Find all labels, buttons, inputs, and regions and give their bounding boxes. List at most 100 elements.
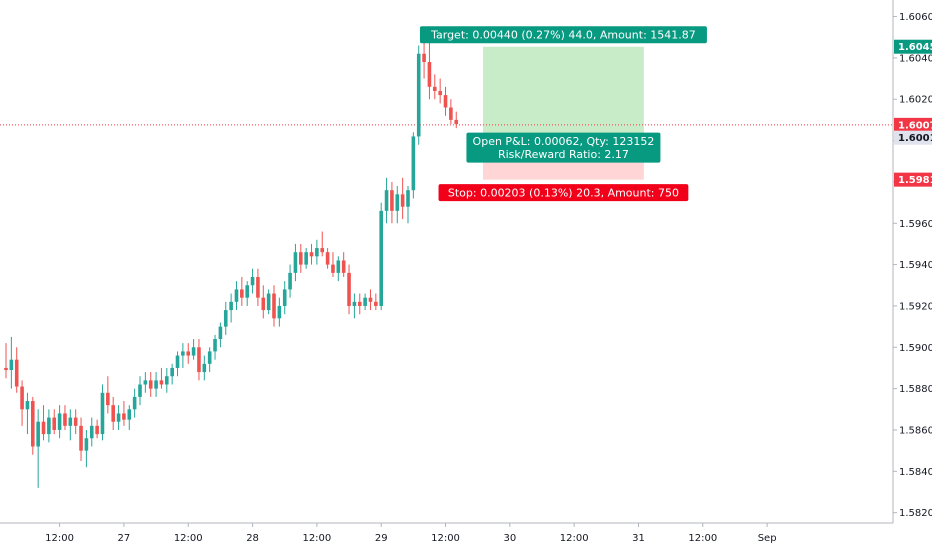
candle-body — [9, 359, 14, 371]
candle-body — [395, 194, 400, 211]
candle-body — [347, 272, 351, 306]
y-tick-label: 1.59200 — [899, 301, 932, 312]
target-label-box — [419, 26, 707, 44]
candle-body — [127, 409, 132, 420]
candle-body — [73, 417, 78, 426]
candle-body — [374, 301, 378, 306]
candle-body — [261, 297, 266, 311]
price-label-box — [894, 172, 932, 187]
candle-body — [52, 417, 57, 430]
x-tick-label: Sep — [758, 533, 777, 544]
candle-body — [132, 396, 137, 410]
target-label-text: Target: 0.00440 (0.27%) 44.0, Amount: 15… — [430, 29, 696, 42]
y-tick-label: 1.59600 — [899, 219, 932, 230]
candle-body — [95, 425, 99, 435]
y-tick-label: 1.58400 — [899, 467, 932, 478]
price-label: 1.60454 — [898, 42, 932, 53]
candle-body — [197, 347, 201, 373]
target-zone — [483, 46, 644, 138]
price-label: 1.60076 — [898, 120, 932, 131]
candle-body — [218, 326, 223, 340]
candle-body — [116, 413, 121, 422]
candle-body — [315, 248, 319, 257]
candle-body — [320, 248, 325, 253]
x-tick-label: 12:00 — [431, 533, 460, 544]
candles — [4, 26, 459, 488]
candle-body — [25, 401, 30, 410]
y-tick-label: 1.58800 — [899, 384, 932, 395]
candle-body — [454, 119, 459, 125]
candle-body — [159, 380, 164, 385]
candle-body — [325, 252, 330, 265]
candle-body — [299, 252, 303, 265]
candle-body — [223, 310, 228, 327]
open-pl-label-text: Open P&L: 0.00062, Qty: 123152 — [473, 135, 655, 148]
candle-body — [31, 401, 35, 447]
candle-body — [357, 301, 362, 306]
x-tick-label: 30 — [503, 533, 516, 544]
candle-body — [89, 425, 94, 439]
candle-body — [433, 86, 437, 91]
candle-body — [390, 190, 394, 211]
position-labels: Target: 0.00440 (0.27%) 44.0, Amount: 15… — [419, 26, 707, 202]
candle-body — [400, 194, 405, 207]
x-tick-label: 12:00 — [45, 533, 74, 544]
candle-body — [422, 53, 426, 63]
x-tick-label: 12:00 — [688, 533, 717, 544]
candle-body — [36, 421, 40, 447]
candle-body — [106, 392, 110, 406]
candle-body — [277, 305, 282, 319]
candle-body — [84, 438, 89, 451]
candle-body — [288, 272, 292, 290]
candle-body — [165, 376, 169, 385]
candle-body — [57, 413, 62, 430]
candle-body — [175, 355, 180, 368]
x-tick-label: 27 — [118, 533, 131, 544]
candle-body — [63, 413, 67, 426]
candle-body — [20, 386, 24, 410]
candle-body — [309, 252, 314, 257]
candle-body — [411, 136, 416, 191]
candle-body — [427, 62, 432, 87]
open-pl-label-text: Risk/Reward Ratio: 2.17 — [498, 148, 629, 161]
candle-body — [148, 380, 153, 389]
candle-body — [438, 90, 442, 96]
candle-body — [266, 293, 271, 311]
x-tick-label: 28 — [246, 533, 259, 544]
candle-body — [368, 297, 373, 302]
y-tick-label: 1.59000 — [899, 343, 932, 354]
candle-body — [79, 425, 83, 451]
candle-body — [250, 277, 255, 286]
y-tick-label: 1.60600 — [899, 12, 932, 23]
open-pl-label-box — [466, 132, 661, 163]
stop-label-text: Stop: 0.00203 (0.13%) 20.3, Amount: 750 — [448, 187, 679, 200]
candle-body — [256, 277, 260, 298]
candle-body — [379, 210, 383, 306]
candle-body — [170, 367, 174, 377]
candle-body — [331, 264, 335, 273]
price-label: 1.60014 — [898, 133, 932, 144]
y-tick-label: 1.59400 — [899, 260, 932, 271]
candle-body — [186, 351, 191, 356]
candle-body — [240, 289, 244, 298]
candle-body — [154, 380, 158, 389]
price-label: 1.59811 — [898, 175, 932, 186]
candle-body — [202, 363, 207, 373]
candle-body — [384, 190, 389, 211]
x-tick-label: 12:00 — [174, 533, 203, 544]
candle-body — [4, 367, 8, 371]
candle-body — [352, 301, 357, 306]
candle-body — [282, 289, 287, 306]
candle-body — [336, 260, 341, 273]
price-label-box — [894, 39, 932, 54]
candle-body — [111, 405, 115, 422]
candle-body — [293, 252, 298, 273]
candle-body — [47, 417, 51, 435]
y-tick-label: 1.60400 — [899, 53, 932, 64]
candle-body — [341, 260, 346, 273]
candle-body — [245, 285, 249, 298]
candle-body — [443, 95, 448, 108]
candle-body — [14, 359, 19, 387]
